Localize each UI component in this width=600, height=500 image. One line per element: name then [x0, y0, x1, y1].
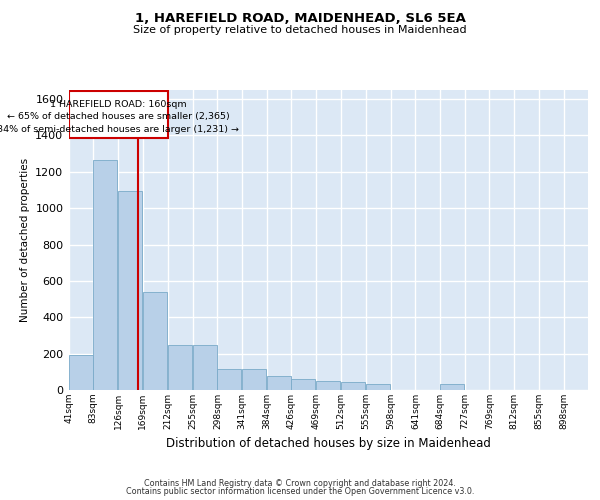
- Text: Contains HM Land Registry data © Crown copyright and database right 2024.: Contains HM Land Registry data © Crown c…: [144, 478, 456, 488]
- Bar: [69, 91, 168, 138]
- Bar: [93, 160, 117, 390]
- Text: 34% of semi-detached houses are larger (1,231) →: 34% of semi-detached houses are larger (…: [0, 125, 239, 134]
- Text: 1, HAREFIELD ROAD, MAIDENHEAD, SL6 5EA: 1, HAREFIELD ROAD, MAIDENHEAD, SL6 5EA: [134, 12, 466, 26]
- Text: Size of property relative to detached houses in Maidenhead: Size of property relative to detached ho…: [133, 25, 467, 35]
- Bar: [168, 344, 191, 390]
- Bar: [242, 369, 266, 390]
- Bar: [217, 369, 241, 390]
- Text: 1 HAREFIELD ROAD: 160sqm: 1 HAREFIELD ROAD: 160sqm: [50, 100, 187, 108]
- X-axis label: Distribution of detached houses by size in Maidenhead: Distribution of detached houses by size …: [166, 438, 491, 450]
- Text: Contains public sector information licensed under the Open Government Licence v3: Contains public sector information licen…: [126, 487, 474, 496]
- Bar: [118, 191, 142, 390]
- Bar: [316, 381, 340, 390]
- Bar: [366, 384, 389, 390]
- Bar: [440, 384, 464, 390]
- Bar: [69, 354, 93, 390]
- Bar: [291, 379, 315, 390]
- Bar: [193, 344, 217, 390]
- Bar: [143, 292, 167, 390]
- Text: ← 65% of detached houses are smaller (2,365): ← 65% of detached houses are smaller (2,…: [7, 112, 230, 122]
- Bar: [341, 382, 365, 390]
- Y-axis label: Number of detached properties: Number of detached properties: [20, 158, 30, 322]
- Bar: [267, 376, 291, 390]
